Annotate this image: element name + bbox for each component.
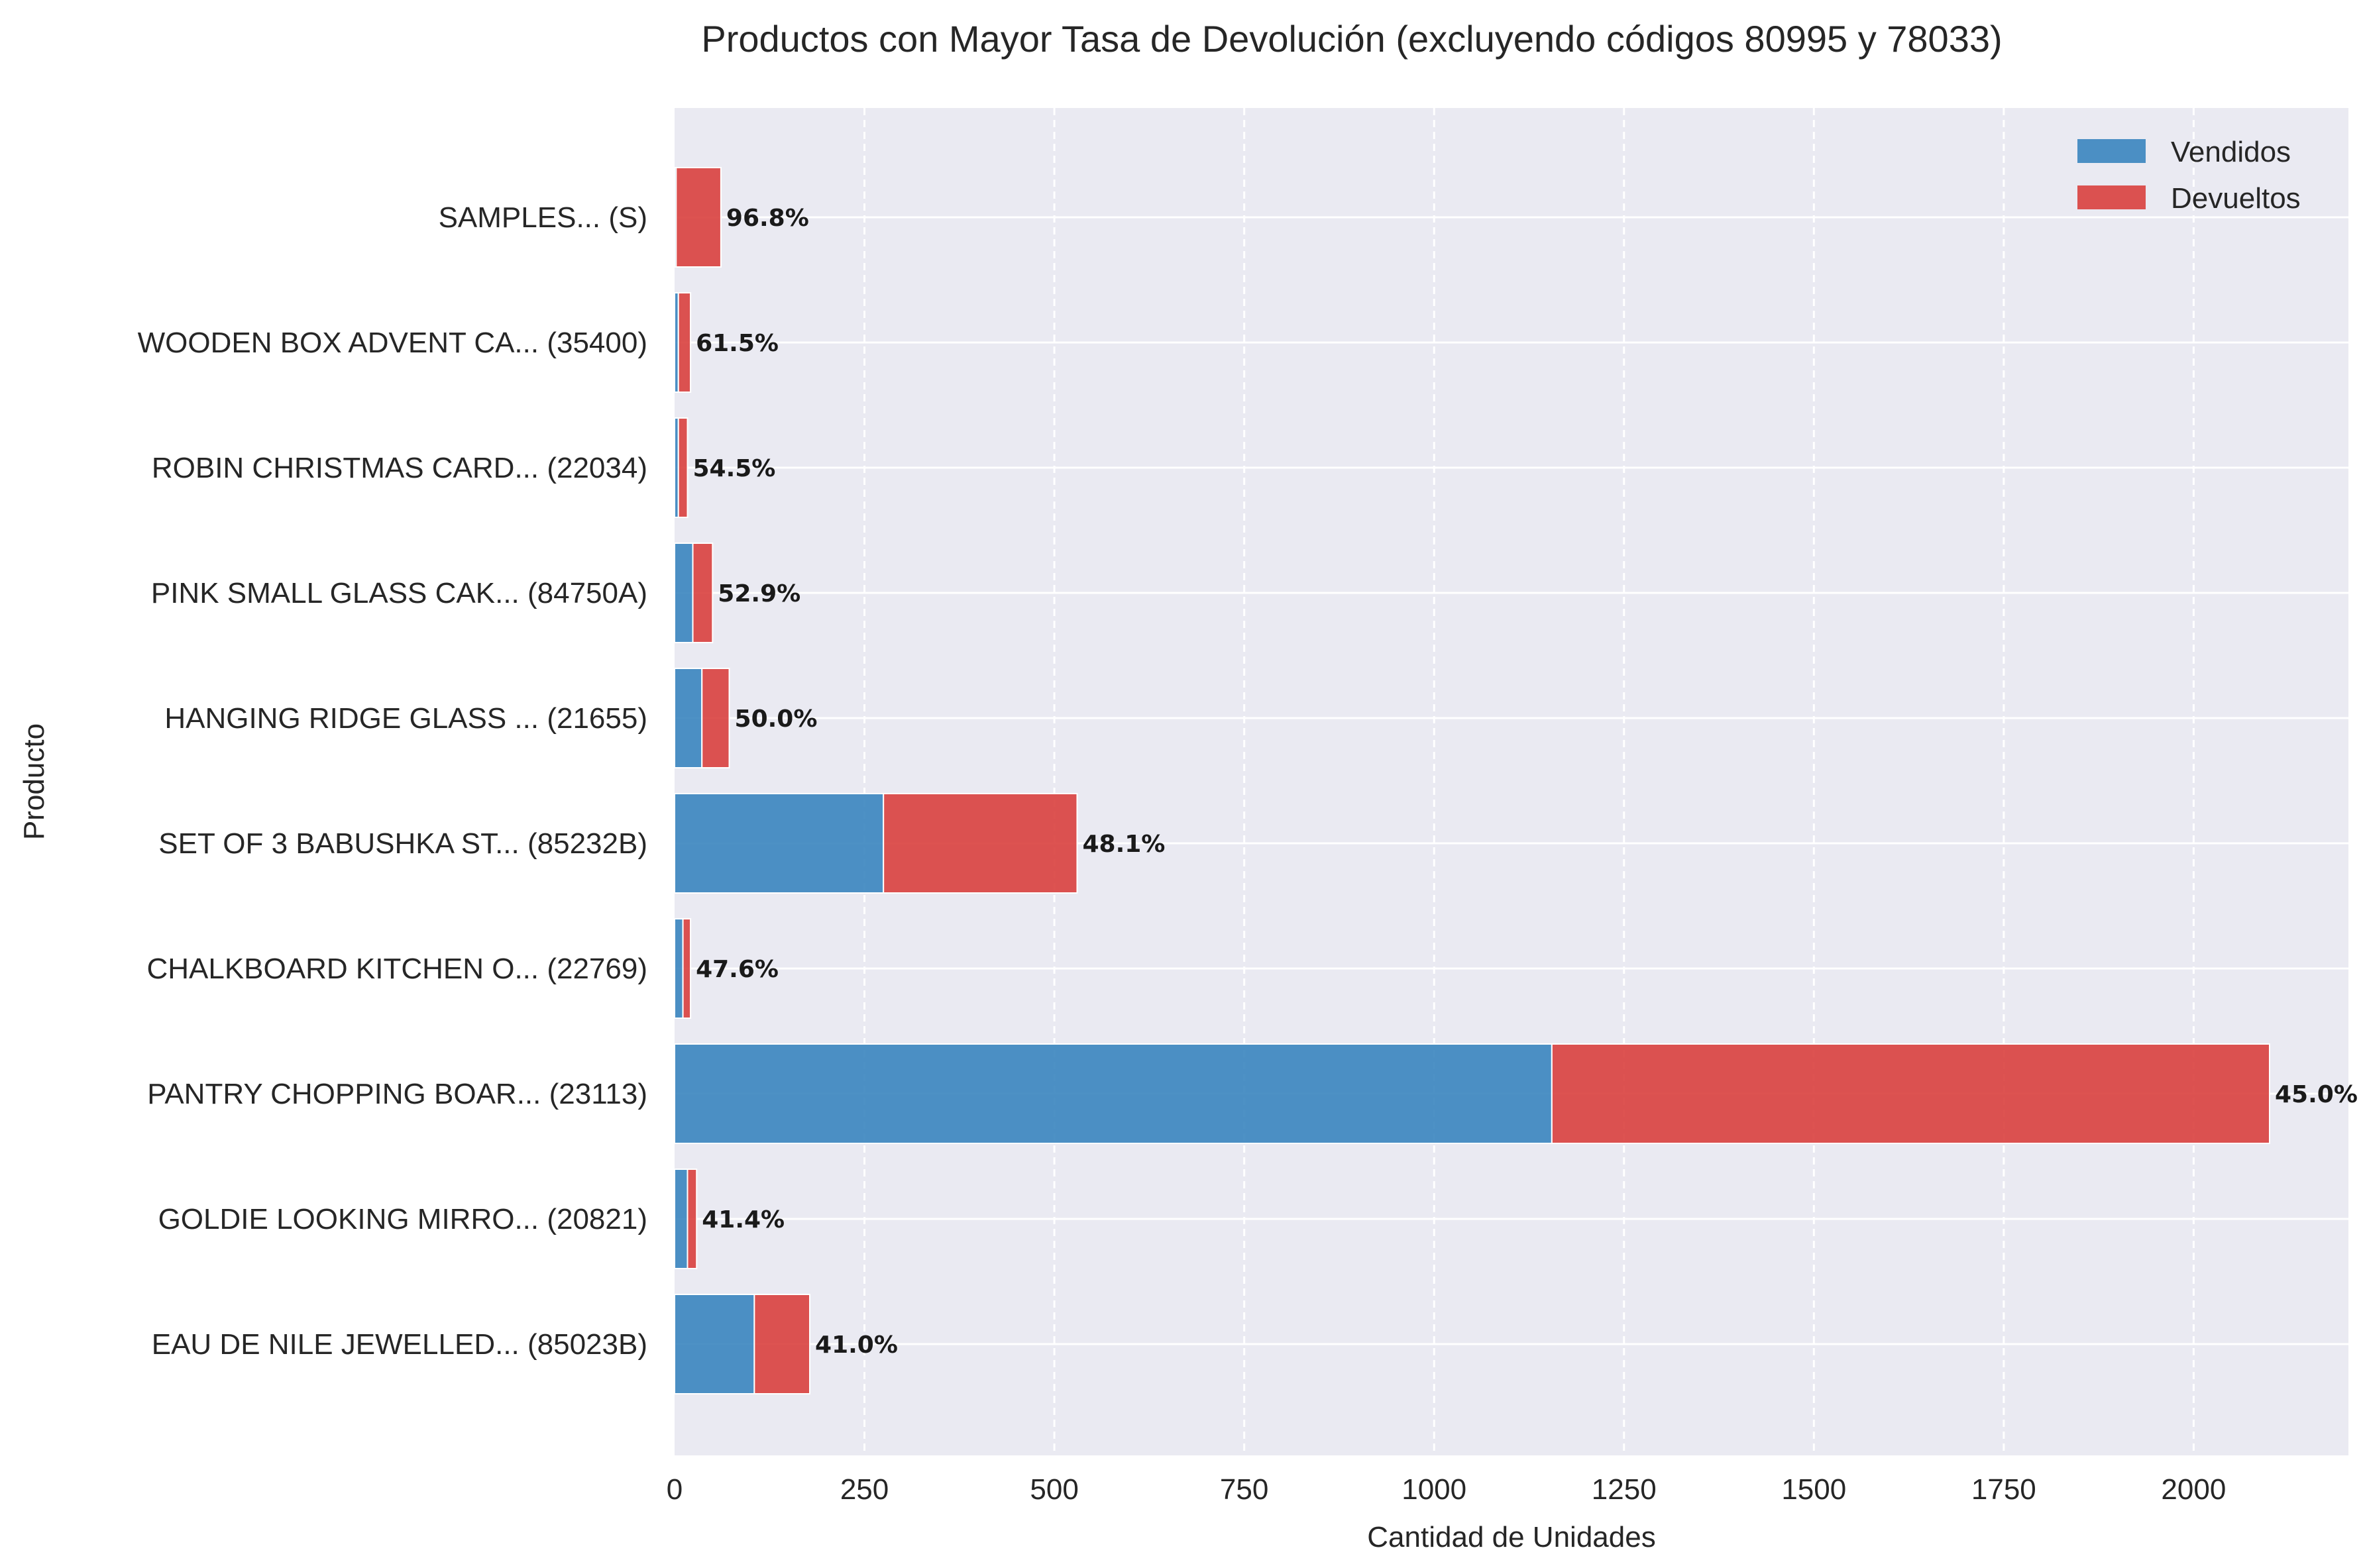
y-tick-label: SET OF 3 BABUSHKA ST... (85232B) — [158, 827, 647, 860]
legend: Vendidos Devueltos — [2077, 136, 2301, 215]
percent-label: 54.5% — [692, 455, 775, 482]
x-tick-label: 2000 — [2161, 1473, 2226, 1506]
y-tick-label: SAMPLES... (S) — [439, 201, 647, 234]
bar-vendidos — [674, 1294, 755, 1394]
bar-vendidos — [674, 668, 703, 768]
x-tick-label: 0 — [667, 1473, 683, 1506]
y-tick-labels: SAMPLES... (S) WOODEN BOX ADVENT CA... (3… — [138, 201, 647, 1361]
bar-vendidos — [674, 1169, 688, 1269]
bar-devueltos — [692, 543, 714, 643]
plot-area — [675, 108, 2348, 1455]
bar-devueltos — [1551, 1043, 2271, 1144]
chart-title: Productos con Mayor Tasa de Devolución (… — [701, 18, 2002, 60]
bar-devueltos — [753, 1294, 811, 1394]
bars — [674, 167, 2271, 1394]
bar-vendidos — [674, 793, 885, 894]
percent-label: 45.0% — [2275, 1081, 2358, 1108]
bar-devueltos — [675, 167, 722, 268]
legend-swatch-vendidos — [2077, 139, 2146, 163]
percent-labels: 96.8% 61.5% 54.5% 52.9% 50.0% 48.1% 47.6% 45.0%… — [692, 205, 2357, 1359]
bar-devueltos — [677, 292, 692, 393]
x-tick-labels: 0 250 500 750 1000 1250 1500 1750 2000 — [667, 1473, 2227, 1506]
percent-label: 41.4% — [702, 1206, 785, 1233]
y-tick-label: WOODEN BOX ADVENT CA... (35400) — [138, 327, 647, 359]
percent-label: 47.6% — [696, 956, 779, 983]
bar-vendidos — [674, 1043, 1553, 1144]
y-tick-label: ROBIN CHRISTMAS CARD... (22034) — [152, 452, 647, 484]
x-tick-label: 1750 — [1971, 1473, 2036, 1506]
x-tick-label: 1250 — [1592, 1473, 1657, 1506]
bar-devueltos — [677, 417, 688, 518]
x-tick-label: 1500 — [1781, 1473, 1846, 1506]
percent-label: 52.9% — [718, 580, 800, 607]
bar-devueltos — [883, 793, 1078, 894]
percent-label: 41.0% — [815, 1332, 898, 1359]
percent-label: 50.0% — [735, 706, 818, 733]
legend-label-devueltos: Devueltos — [2171, 182, 2301, 215]
x-axis-label: Cantidad de Unidades — [1367, 1521, 1655, 1553]
x-tick-label: 500 — [1030, 1473, 1078, 1506]
y-tick-label: GOLDIE LOOKING MIRRO... (20821) — [158, 1203, 647, 1235]
bar-devueltos — [682, 918, 692, 1019]
y-tick-label: EAU DE NILE JEWELLED... (85023B) — [152, 1328, 647, 1361]
y-tick-label: HANGING RIDGE GLASS ... (21655) — [164, 702, 647, 735]
bar-vendidos — [674, 918, 684, 1019]
percent-label: 61.5% — [696, 330, 779, 357]
x-tick-label: 250 — [840, 1473, 889, 1506]
bar-devueltos — [687, 1169, 698, 1269]
bar-devueltos — [701, 668, 730, 768]
legend-label-vendidos: Vendidos — [2171, 136, 2291, 168]
percent-label: 96.8% — [726, 205, 809, 232]
y-tick-label: PINK SMALL GLASS CAK... (84750A) — [151, 577, 647, 609]
legend-swatch-devueltos — [2077, 185, 2146, 209]
y-tick-label: CHALKBOARD KITCHEN O... (22769) — [146, 953, 647, 985]
y-tick-label: PANTRY CHOPPING BOAR... (23113) — [147, 1078, 647, 1110]
x-tick-label: 750 — [1220, 1473, 1268, 1506]
x-tick-label: 1000 — [1402, 1473, 1466, 1506]
y-axis-label: Producto — [18, 723, 50, 840]
bar-vendidos — [674, 543, 694, 643]
percent-label: 48.1% — [1082, 831, 1165, 858]
